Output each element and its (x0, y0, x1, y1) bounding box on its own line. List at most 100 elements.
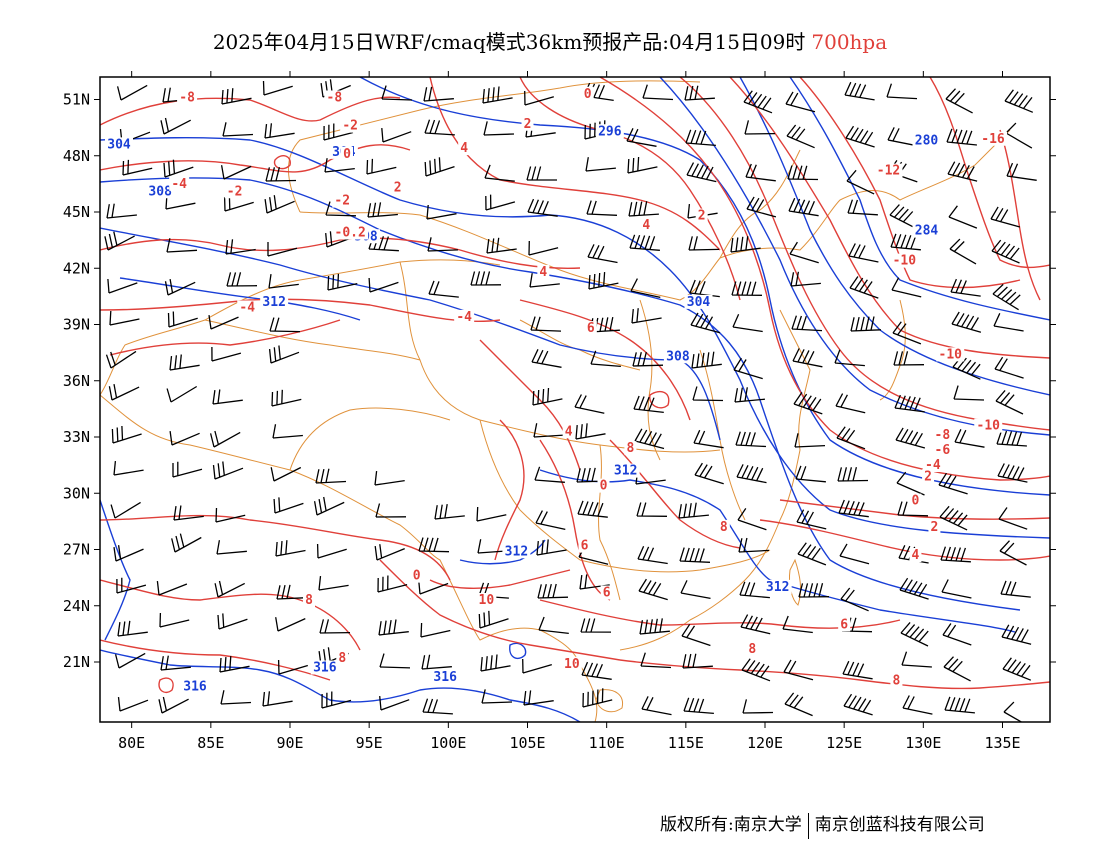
wind-barb (225, 239, 256, 255)
wind-barb (315, 468, 347, 484)
temperature-contour-label: 6 (581, 539, 589, 554)
wind-barb (797, 542, 827, 566)
wind-barb (1002, 657, 1032, 681)
temperature-contour-label-bg (922, 458, 943, 472)
wind-barb (321, 691, 352, 709)
wind-barb (378, 619, 409, 636)
wind-barb (896, 471, 925, 496)
tibet-province-line (289, 407, 451, 471)
wind-barb (262, 80, 293, 96)
wind-barb (798, 583, 830, 598)
wind-barb (901, 651, 932, 668)
height-contour-label-bg (663, 349, 692, 364)
wind-barb (733, 357, 763, 380)
wind-barb (470, 271, 502, 286)
wind-barb (949, 238, 977, 265)
wind-barb (745, 163, 776, 182)
wind-barb (899, 577, 929, 600)
temp-contour-n7 (729, 77, 1050, 359)
lon-label: 105E (509, 734, 545, 752)
wind-barb (838, 499, 869, 518)
height-contour-296 (359, 77, 1050, 496)
temp-contour-s3 (100, 639, 331, 681)
wind-barb (527, 198, 558, 217)
wind-barb (746, 196, 777, 218)
wind-barb (214, 580, 245, 598)
wind-barb (795, 465, 826, 483)
temp-contour-n3 (429, 77, 721, 251)
lon-label: 95E (356, 734, 383, 752)
temperature-contour-label-bg (922, 469, 935, 484)
height-contour-312-south (459, 539, 546, 565)
lat-label: 45N (63, 203, 90, 221)
temperature-contour-label-bg (932, 428, 953, 442)
korea-coast (879, 299, 906, 401)
temperature-contour-label-bg (640, 218, 653, 232)
wind-barb (886, 83, 918, 100)
wind-barb (839, 543, 870, 565)
wind-barb (272, 424, 303, 439)
temperature-contour-label: -4 (456, 310, 472, 325)
wind-barb (940, 546, 971, 563)
temperature-contour-label-bg (332, 193, 353, 208)
temperature-contour-label-bg (340, 118, 361, 133)
wind-barb (215, 507, 246, 523)
wind-barb (637, 545, 668, 565)
wind-barb (738, 537, 770, 553)
wind-barb (217, 613, 248, 630)
wind-barb (627, 156, 658, 174)
province-line-3 (479, 419, 581, 561)
wind-barb (889, 204, 917, 230)
wind-barbs (104, 79, 1037, 722)
wind-barb (122, 159, 153, 176)
wind-barb (379, 653, 411, 669)
wind-barb (692, 386, 724, 402)
temperature-contour-label-bg (391, 180, 404, 195)
temperature-contour-label: 8 (748, 642, 756, 657)
height-contour-label: 308 (148, 184, 172, 199)
wind-barb (952, 355, 981, 380)
wind-barb (374, 544, 405, 561)
wind-barb (902, 695, 933, 715)
wind-barb (850, 316, 882, 332)
temp-contour-n5 (599, 77, 1050, 481)
temperature-contour-label: 8 (627, 441, 635, 456)
height-contour-308 (100, 227, 721, 441)
wind-barb (743, 90, 773, 114)
wind-barb (113, 545, 144, 562)
wind-barb (523, 690, 554, 706)
wind-barb (484, 164, 515, 182)
wind-barb (835, 393, 866, 414)
wind-barb (998, 507, 1028, 530)
wind-barb (277, 659, 308, 675)
china-west-boundary (100, 259, 501, 396)
wind-barb (890, 233, 921, 251)
lon-label: 115E (668, 734, 704, 752)
wind-barb (528, 240, 559, 256)
wind-barb (642, 84, 674, 101)
temperature-contour-label: 6 (587, 321, 595, 336)
wind-barb (680, 580, 711, 600)
wind-barb (427, 237, 459, 252)
temp-contour-blob1 (273, 155, 291, 170)
wind-barb (169, 354, 200, 371)
temperature-contour-label: 8 (338, 651, 346, 666)
wind-barb (534, 466, 565, 483)
temperature-contour-label: 4 (539, 265, 547, 280)
wind-barb (895, 427, 926, 449)
temp-contour-n8 (799, 77, 1021, 289)
wind-barb (366, 158, 397, 175)
chart-title: 2025年04月15日WRF/cmaq模式36km预报产品:04月15日09时 7… (0, 26, 1100, 55)
temperature-contour-label: -2 (334, 194, 350, 209)
height-contour-label-bg (502, 544, 531, 559)
boundary-lines (100, 80, 1011, 722)
temp-contour-n6 (679, 77, 1050, 431)
temperature-contour-label-bg (838, 617, 851, 632)
temp-contour-mid7 (539, 439, 611, 601)
lat-label: 39N (63, 316, 90, 334)
wind-barb (108, 383, 140, 401)
wind-barb (688, 236, 720, 251)
wind-barb (264, 195, 295, 214)
wind-barb (742, 699, 774, 714)
temperature-contour-label-bg (584, 321, 597, 336)
